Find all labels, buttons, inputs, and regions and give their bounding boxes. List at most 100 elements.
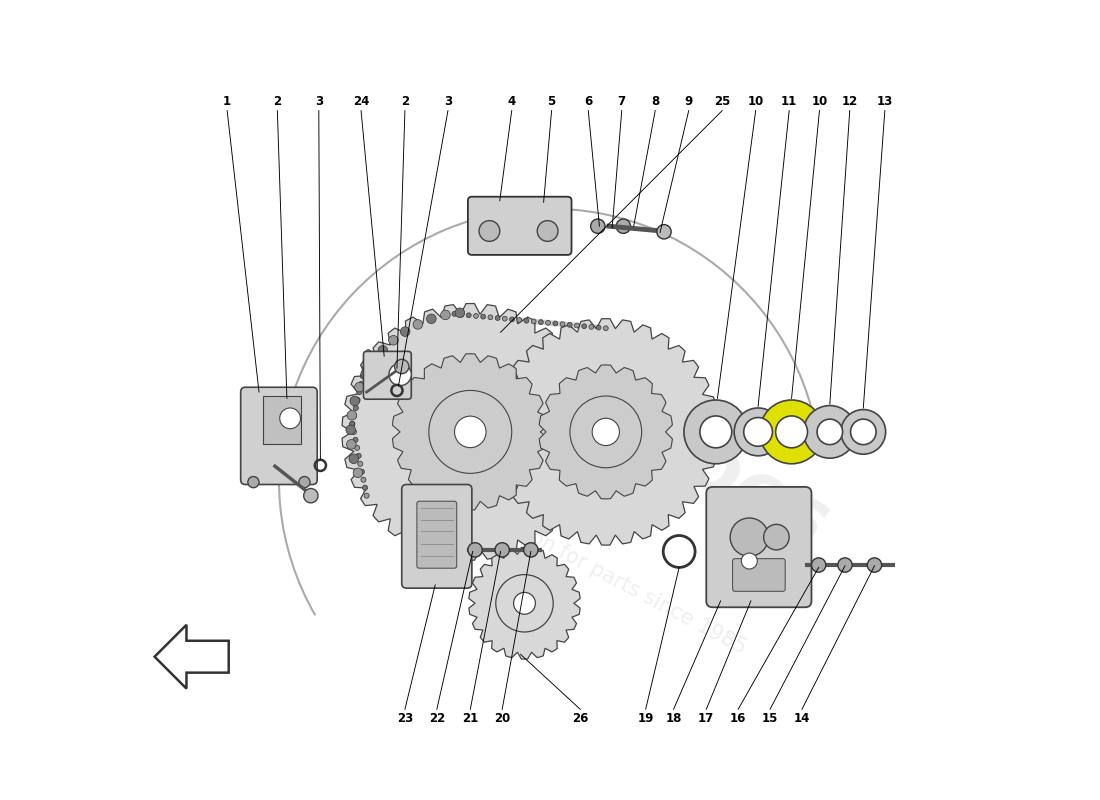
Circle shape bbox=[356, 454, 361, 458]
Circle shape bbox=[350, 422, 355, 426]
Circle shape bbox=[361, 369, 371, 378]
Circle shape bbox=[684, 400, 748, 464]
Circle shape bbox=[427, 314, 436, 324]
Circle shape bbox=[356, 390, 362, 394]
Circle shape bbox=[517, 318, 521, 322]
Polygon shape bbox=[155, 625, 229, 689]
Circle shape bbox=[539, 320, 543, 325]
Circle shape bbox=[299, 477, 310, 488]
Circle shape bbox=[350, 422, 355, 426]
Polygon shape bbox=[539, 365, 672, 499]
Circle shape bbox=[388, 335, 398, 345]
Circle shape bbox=[454, 416, 486, 448]
Circle shape bbox=[741, 553, 757, 569]
Circle shape bbox=[466, 313, 471, 318]
Circle shape bbox=[360, 469, 364, 474]
FancyBboxPatch shape bbox=[417, 502, 456, 568]
Circle shape bbox=[842, 410, 886, 454]
Circle shape bbox=[400, 362, 540, 502]
Text: 8: 8 bbox=[651, 94, 659, 107]
Circle shape bbox=[509, 317, 515, 322]
Circle shape bbox=[355, 398, 360, 402]
Circle shape bbox=[368, 357, 378, 366]
Text: 2: 2 bbox=[400, 94, 409, 107]
Polygon shape bbox=[342, 303, 598, 560]
Text: 20: 20 bbox=[494, 712, 510, 726]
Circle shape bbox=[568, 322, 572, 327]
Circle shape bbox=[354, 382, 364, 392]
Circle shape bbox=[553, 321, 558, 326]
Text: 12: 12 bbox=[842, 94, 858, 107]
Circle shape bbox=[452, 311, 456, 316]
Circle shape bbox=[441, 310, 450, 320]
Circle shape bbox=[365, 350, 371, 354]
Text: 1: 1 bbox=[223, 94, 231, 107]
Circle shape bbox=[546, 372, 666, 492]
Circle shape bbox=[364, 493, 370, 498]
Circle shape bbox=[481, 314, 485, 319]
Circle shape bbox=[443, 406, 497, 458]
Circle shape bbox=[361, 477, 366, 482]
Circle shape bbox=[588, 325, 594, 330]
Circle shape bbox=[350, 396, 360, 406]
Circle shape bbox=[495, 315, 500, 321]
Circle shape bbox=[378, 346, 387, 355]
Text: 7: 7 bbox=[618, 94, 626, 107]
Text: 2: 2 bbox=[273, 94, 282, 107]
Circle shape bbox=[354, 446, 360, 450]
Circle shape bbox=[604, 326, 608, 330]
Circle shape bbox=[363, 485, 367, 490]
Circle shape bbox=[362, 366, 367, 370]
Circle shape bbox=[560, 322, 565, 326]
FancyBboxPatch shape bbox=[241, 387, 317, 485]
Circle shape bbox=[524, 318, 529, 323]
Circle shape bbox=[700, 416, 732, 448]
Circle shape bbox=[531, 319, 536, 324]
Circle shape bbox=[763, 524, 789, 550]
Circle shape bbox=[414, 320, 422, 330]
Circle shape bbox=[850, 419, 876, 445]
Circle shape bbox=[592, 418, 619, 446]
Text: 18: 18 bbox=[666, 712, 682, 726]
Circle shape bbox=[395, 359, 409, 374]
Polygon shape bbox=[469, 547, 580, 659]
Circle shape bbox=[349, 454, 359, 463]
Text: 3: 3 bbox=[444, 94, 452, 107]
Circle shape bbox=[524, 542, 538, 557]
Circle shape bbox=[358, 462, 363, 466]
Circle shape bbox=[353, 438, 358, 442]
Circle shape bbox=[657, 225, 671, 239]
Circle shape bbox=[546, 320, 550, 326]
Circle shape bbox=[583, 409, 628, 454]
Text: a passion for parts since 1985: a passion for parts since 1985 bbox=[462, 493, 749, 658]
Circle shape bbox=[353, 468, 363, 478]
Text: 24: 24 bbox=[353, 94, 370, 107]
Text: 19: 19 bbox=[638, 712, 653, 726]
Circle shape bbox=[760, 400, 824, 464]
Text: 4: 4 bbox=[507, 94, 516, 107]
Circle shape bbox=[459, 312, 464, 317]
Text: 15: 15 bbox=[762, 712, 778, 726]
Circle shape bbox=[348, 410, 356, 420]
Circle shape bbox=[734, 408, 782, 456]
Circle shape bbox=[867, 558, 881, 572]
Circle shape bbox=[838, 558, 853, 572]
Text: 10: 10 bbox=[812, 94, 827, 107]
Circle shape bbox=[503, 316, 507, 321]
Circle shape bbox=[570, 396, 641, 468]
Text: 23: 23 bbox=[397, 712, 412, 726]
Circle shape bbox=[359, 382, 364, 386]
FancyBboxPatch shape bbox=[468, 197, 572, 255]
Text: 17: 17 bbox=[698, 712, 714, 726]
Circle shape bbox=[744, 418, 772, 446]
Text: europes: europes bbox=[498, 334, 840, 562]
Text: 3: 3 bbox=[315, 94, 323, 107]
Circle shape bbox=[455, 308, 464, 318]
Circle shape bbox=[429, 390, 512, 474]
Circle shape bbox=[351, 430, 356, 434]
Circle shape bbox=[730, 518, 769, 556]
Circle shape bbox=[574, 323, 580, 328]
Bar bbox=[263, 396, 301, 444]
Text: 22: 22 bbox=[429, 712, 444, 726]
Circle shape bbox=[304, 489, 318, 503]
